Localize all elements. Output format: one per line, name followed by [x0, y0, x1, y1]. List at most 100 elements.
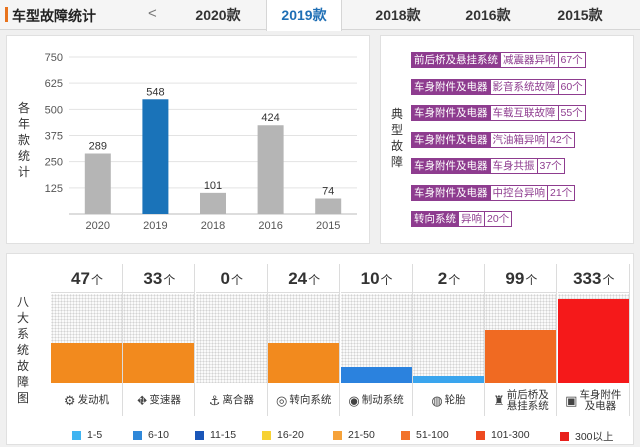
bar-2016 [257, 125, 284, 214]
bar-2020 [84, 153, 111, 214]
system-count: 33个 [123, 264, 196, 293]
system-label-text: 制动系统 [361, 394, 404, 406]
legend-item: 11-15 [195, 429, 236, 441]
fault-count: 42个 [547, 132, 574, 147]
legend-swatch [333, 430, 342, 440]
yearly-stats-panel [6, 35, 370, 244]
system-column[interactable]: 0个 ⚓ 离合器 [195, 264, 268, 416]
system-count-unit: 个 [448, 273, 461, 287]
typical-fault-item[interactable]: 前后桥及悬挂系统 减震器异响 67个 [411, 52, 586, 68]
tab-2020[interactable]: 2020款 [195, 7, 241, 23]
system-bar [485, 330, 557, 383]
system-count-value: 33 [143, 269, 163, 288]
system-label: ◍ 轮胎 [413, 385, 484, 416]
system-column[interactable]: 33个 ⛖ 变速器 [123, 264, 196, 416]
fault-count: 67个 [557, 53, 585, 67]
system-label: ⚙ 发动机 [51, 385, 122, 416]
fault-name: 中控台异响 [489, 185, 548, 200]
typical-fault-item[interactable]: 车身附件及电器 车载互联故障 55个 [411, 105, 586, 121]
tab-2019[interactable]: 2019款 [266, 0, 342, 31]
typical-fault-item[interactable]: 车身附件及电器 中控台异响 21个 [411, 184, 576, 201]
y-tick-label: 750 [45, 52, 63, 64]
fault-count: 37个 [536, 159, 564, 173]
system-column[interactable]: 99个 ♜ 前后桥及 悬挂系统 [485, 264, 558, 416]
legend-swatch [133, 430, 142, 440]
steering-wheel-icon: ◎ [276, 392, 288, 408]
legend-swatch [72, 430, 81, 440]
fault-category: 车身附件及电器 [412, 185, 490, 200]
data-label-2020: 289 [89, 141, 107, 153]
legend-item: 101-300 [476, 429, 530, 441]
system-bar [340, 367, 412, 383]
system-label-text: 转向系统 [289, 394, 332, 406]
system-column[interactable]: 47个 ⚙ 发动机 [51, 264, 123, 416]
system-label: ⛖ 变速器 [123, 385, 194, 416]
tab-2015[interactable]: 2015款 [557, 7, 603, 23]
system-count-value: 10 [360, 269, 380, 288]
y-tick-label: 625 [45, 78, 63, 90]
typical-faults-panel: 典型故障 前后桥及悬挂系统 减震器异响 67个 车身附件及电器 影音系统故障 60个 车身附… [380, 35, 634, 244]
legend-label: 16-20 [277, 429, 304, 441]
system-label-text: 前后桥及 悬挂系统 [506, 388, 549, 412]
data-label-2018: 101 [204, 180, 222, 192]
system-bar [268, 343, 340, 383]
system-column[interactable]: 333个 ▣ 车身附件 及电器 [557, 264, 630, 416]
fault-count: 21个 [547, 185, 574, 200]
fault-category: 车身附件及电器 [412, 106, 490, 120]
data-label-2015: 74 [322, 186, 334, 198]
legend-label: 300以上 [575, 431, 614, 443]
x-tick-label-2015: 2015 [316, 220, 340, 232]
fault-count: 20个 [484, 212, 511, 226]
system-count-unit: 个 [602, 273, 615, 287]
system-column[interactable]: 10个 ◉ 制动系统 [340, 264, 413, 416]
legend-label: 51-100 [416, 429, 449, 441]
engine-icon: ⚙ [63, 392, 76, 408]
system-count-unit: 个 [163, 273, 176, 287]
x-tick-label-2018: 2018 [201, 220, 225, 232]
fault-name: 汽油箱异响 [489, 132, 548, 147]
fault-name: 车身共振 [489, 159, 537, 173]
legend-swatch [195, 430, 204, 440]
legend-swatch [262, 430, 271, 440]
x-tick-label-2016: 2016 [258, 220, 282, 232]
legend-label: 11-15 [210, 429, 237, 441]
x-tick-label-2019: 2019 [143, 220, 167, 232]
fault-count: 60个 [557, 79, 585, 94]
legend-label: 6-10 [148, 429, 170, 441]
system-count: 47个 [51, 264, 123, 293]
body-electric-icon: ▣ [565, 392, 578, 408]
system-count: 0个 [195, 264, 268, 293]
typical-fault-item[interactable]: 车身附件及电器 车身共振 37个 [411, 158, 565, 174]
typical-fault-item[interactable]: 车身附件及电器 汽油箱异响 42个 [411, 131, 576, 148]
system-label: ♜ 前后桥及 悬挂系统 [485, 385, 556, 416]
system-count-unit: 个 [308, 273, 321, 287]
fault-category: 车身附件及电器 [412, 79, 490, 94]
legend-label: 101-300 [491, 429, 530, 441]
tab-2016[interactable]: 2016款 [465, 7, 511, 23]
system-label: ◎ 转向系统 [268, 385, 339, 416]
system-column[interactable]: 2个 ◍ 轮胎 [413, 264, 485, 416]
y-tick-label: 125 [45, 183, 63, 195]
tab-2018[interactable]: 2018款 [375, 7, 421, 23]
y-tick-label: 250 [45, 157, 63, 169]
page-title: 车型故障统计 [12, 8, 96, 24]
fault-category: 车身附件及电器 [412, 159, 490, 173]
typical-fault-item[interactable]: 转向系统 异响 20个 [411, 211, 513, 227]
system-bar-background [413, 294, 484, 383]
data-label-2019: 548 [146, 86, 164, 98]
typical-fault-item[interactable]: 车身附件及电器 影音系统故障 60个 [411, 78, 586, 95]
prev-arrow-icon[interactable]: < [148, 5, 157, 22]
legend-item: 1-5 [72, 429, 102, 441]
system-column[interactable]: 24个 ◎ 转向系统 [268, 264, 341, 416]
system-label-text: 轮胎 [444, 394, 466, 406]
clutch-pedal-icon: ⚓ [208, 392, 221, 408]
system-count-unit: 个 [380, 273, 393, 287]
system-count-value: 0 [220, 269, 231, 288]
eight-systems-label: 八大系统故障图 [16, 295, 29, 405]
system-count-value: 333 [573, 269, 602, 288]
system-label-text: 离合器 [222, 394, 254, 406]
system-count-value: 2 [437, 269, 448, 288]
legend-swatch [560, 432, 569, 441]
y-tick-label: 375 [45, 131, 63, 143]
